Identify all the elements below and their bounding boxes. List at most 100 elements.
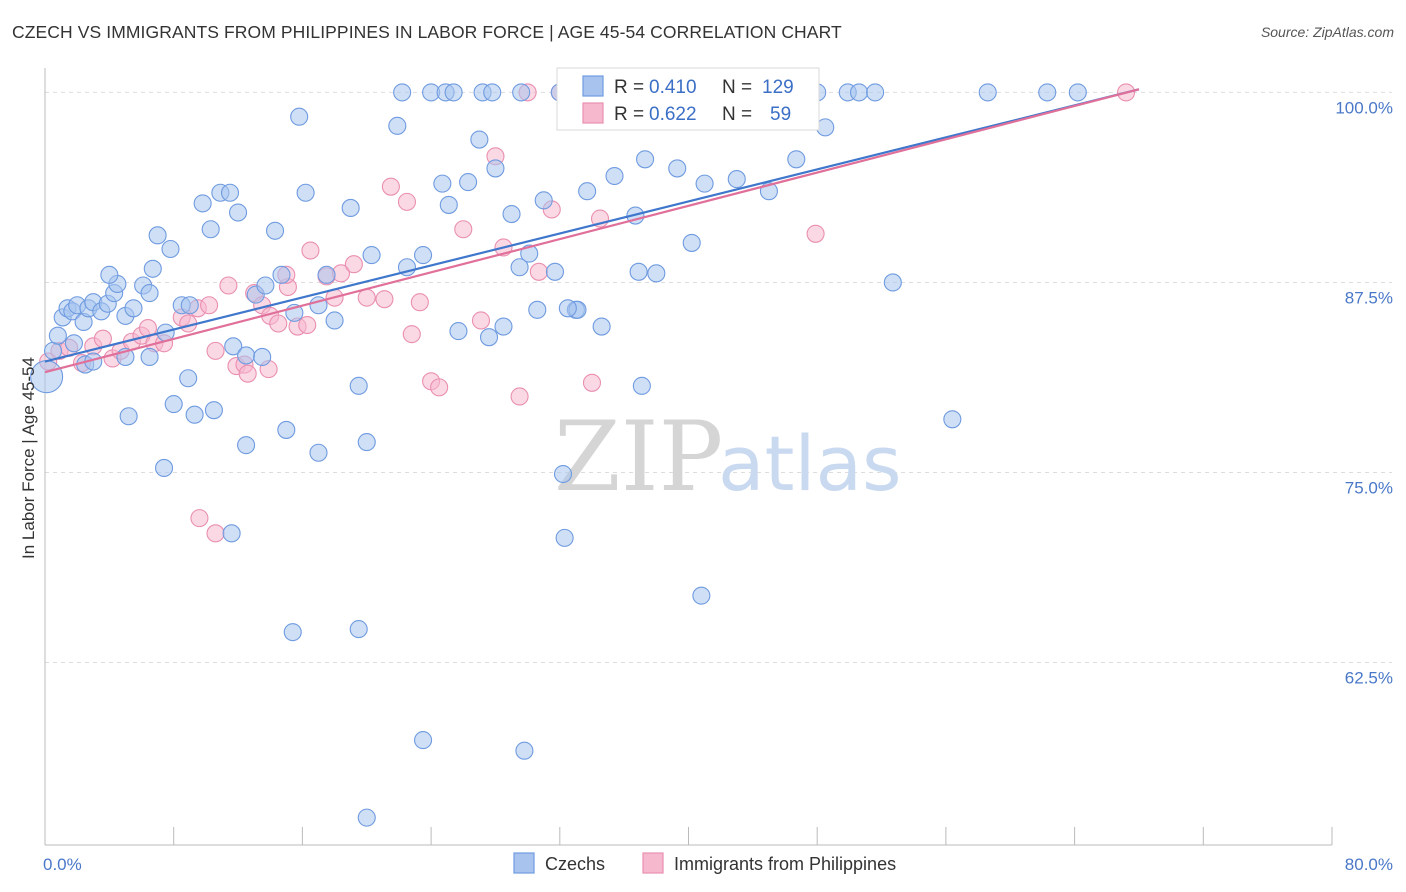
point-czechs-62 (179, 369, 198, 388)
point-czechs-58 (727, 170, 746, 189)
point-czechs-56 (668, 159, 687, 178)
point-czechs-90 (558, 299, 577, 318)
point-czechs-45 (470, 130, 489, 149)
legend-bottom-swatch-czechs (513, 852, 535, 874)
point-philippines-37 (410, 293, 429, 312)
point-czechs-78 (309, 443, 328, 462)
point-czechs-48 (520, 244, 539, 263)
point-czechs-70 (237, 346, 256, 365)
point-philippines-47 (582, 373, 602, 392)
point-czechs-1 (43, 341, 63, 360)
point-czechs-18 (140, 284, 159, 303)
point-czechs-84 (479, 328, 499, 347)
point-czechs-16 (124, 299, 143, 318)
point-czechs-124 (515, 741, 534, 760)
point-czechs-42 (433, 174, 452, 193)
point-czechs-23 (180, 296, 199, 315)
tick-labels: 100.0% 87.5% 75.0% 62.5% 0.0% 80.0% (43, 98, 1393, 874)
point-czechs-127 (682, 233, 701, 252)
point-philippines-18 (219, 276, 238, 295)
y-axis-title: In Labor Force | Age 45-54 (19, 357, 38, 559)
y-tick-label-2: 75.0% (1345, 479, 1393, 498)
point-philippines-24 (269, 314, 288, 333)
point-czechs-54 (636, 150, 655, 169)
point-czechs-71 (253, 347, 272, 367)
point-czechs-31 (266, 221, 285, 240)
point-czechs-93 (290, 107, 309, 126)
point-philippines-35 (397, 192, 417, 211)
watermark: ZIP atlas (554, 401, 902, 513)
point-czechs-72 (164, 395, 183, 414)
legend-n-label-2: N = (722, 104, 752, 125)
point-czechs-110 (849, 83, 869, 102)
series-philippines-points (39, 83, 1136, 543)
legend-n-label-1: N = (722, 77, 752, 98)
point-czechs-32 (272, 265, 291, 284)
y-tick-label-1: 87.5% (1345, 288, 1393, 307)
point-czechs-69 (224, 337, 243, 356)
point-czechs-79 (357, 433, 376, 452)
point-czechs-125 (357, 808, 376, 827)
point-czechs-116 (632, 376, 651, 395)
watermark-atlas: atlas (718, 419, 902, 508)
point-czechs-34 (296, 183, 315, 202)
point-czechs-36 (317, 265, 336, 284)
point-philippines-27 (301, 241, 320, 260)
point-czechs-20 (148, 226, 167, 245)
legend-r-value-2: 0.622 (649, 104, 697, 125)
x-tick-label-0: 0.0% (43, 855, 82, 874)
legend-swatch-czechs (582, 75, 604, 97)
trend-line-philippines (44, 88, 1140, 374)
point-czechs-80 (349, 376, 368, 395)
point-czechs-65 (140, 347, 159, 367)
trend-lines (44, 88, 1140, 374)
legend-bottom-philippines: Immigrants from Philippines (674, 854, 896, 874)
point-czechs-37 (325, 311, 344, 330)
point-czechs-92 (578, 182, 597, 201)
point-czechs-86 (528, 300, 547, 319)
point-czechs-123 (414, 731, 433, 750)
point-czechs-60 (787, 150, 806, 169)
y-tick-label-3: 62.5% (1345, 669, 1393, 688)
legend-r-label-1: R = (614, 77, 644, 98)
point-philippines-31 (344, 255, 363, 274)
point-czechs-39 (362, 246, 381, 265)
point-czechs-41 (414, 246, 433, 265)
y-tick-label-0: 100.0% (1335, 98, 1393, 117)
point-czechs-38 (341, 198, 360, 218)
point-philippines-50 (206, 524, 225, 543)
point-czechs-55 (647, 264, 666, 283)
point-czechs-112 (978, 83, 997, 102)
point-czechs-46 (486, 159, 505, 178)
legend-swatch-philippines (582, 102, 604, 124)
point-czechs-98 (444, 83, 463, 102)
source-label: Source: ZipAtlas.com (1260, 24, 1394, 40)
series-czechs-points (30, 83, 1087, 827)
point-czechs-19 (143, 259, 162, 278)
point-czechs-49 (534, 191, 553, 210)
point-czechs-113 (1038, 83, 1057, 102)
point-philippines-54 (298, 315, 317, 335)
x-tick-label-1: 80.0% (1345, 855, 1393, 874)
point-czechs-44 (459, 173, 478, 192)
point-philippines-45 (529, 262, 548, 281)
point-philippines-34 (381, 177, 400, 196)
point-czechs-114 (1068, 83, 1087, 102)
point-czechs-126 (883, 273, 902, 292)
point-czechs-67 (64, 334, 84, 353)
point-czechs-51 (592, 317, 611, 336)
point-philippines-17 (206, 341, 225, 360)
point-philippines-44 (510, 387, 529, 406)
legend-n-value-2: 59 (770, 104, 791, 125)
point-czechs-83 (449, 322, 468, 341)
point-philippines-40 (454, 220, 473, 239)
point-czechs-111 (866, 83, 885, 102)
watermark-zip: ZIP (554, 401, 723, 513)
point-czechs-88 (510, 258, 529, 277)
point-czechs-94 (388, 116, 407, 135)
point-philippines-51 (238, 364, 257, 383)
point-philippines-36 (402, 325, 421, 344)
legend-r-label-2: R = (614, 104, 644, 125)
point-czechs-21 (161, 239, 180, 259)
